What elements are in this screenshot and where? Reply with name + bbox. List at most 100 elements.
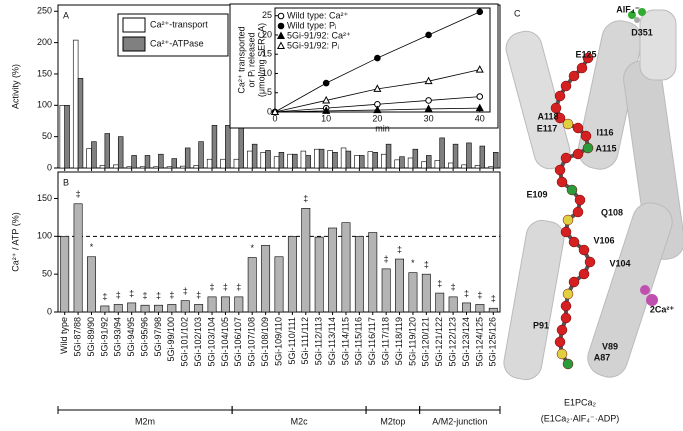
x-tick-label: 0 bbox=[272, 113, 277, 123]
residue-sphere bbox=[566, 184, 578, 196]
residue-sphere bbox=[554, 90, 566, 102]
point bbox=[424, 104, 433, 112]
residue-sphere bbox=[576, 62, 588, 74]
bar bbox=[475, 304, 485, 313]
point bbox=[374, 54, 381, 62]
y-tick-label: 150 bbox=[37, 68, 52, 78]
bar bbox=[305, 155, 311, 169]
bar bbox=[198, 141, 204, 169]
residue-sphere bbox=[572, 206, 584, 218]
y-tick-label: 0 bbox=[47, 306, 52, 316]
bar bbox=[206, 158, 213, 169]
x-tick-label: 30 bbox=[424, 113, 434, 123]
bar bbox=[247, 257, 257, 313]
y-axis-label: (μmol/mg SERCA) bbox=[256, 23, 266, 97]
significance-marker: ‡ bbox=[236, 282, 241, 292]
group-label: M2m bbox=[135, 416, 155, 426]
x-tick-label: 5Gi-116/117 bbox=[367, 317, 377, 365]
residue-label: E109 bbox=[526, 189, 547, 199]
group-label: A/M2-junction bbox=[432, 416, 487, 426]
x-tick-label: 5Gi-123/124 bbox=[461, 317, 471, 367]
x-tick-label: 5Gi-94/95 bbox=[126, 317, 136, 357]
legend-label: Ca²⁺-transport bbox=[150, 19, 208, 29]
x-tick-label: 5Gi-101/102 bbox=[180, 317, 190, 367]
bar bbox=[488, 166, 494, 169]
significance-marker: * bbox=[411, 258, 415, 268]
bar bbox=[87, 256, 96, 313]
significance-marker: ‡ bbox=[477, 290, 482, 300]
significance-marker: * bbox=[90, 242, 94, 252]
bar bbox=[238, 125, 244, 169]
bar bbox=[117, 136, 124, 169]
residue-label: V104 bbox=[609, 258, 630, 268]
bar bbox=[399, 156, 405, 169]
residue-sphere bbox=[554, 164, 566, 176]
bar bbox=[131, 155, 137, 169]
point bbox=[277, 22, 285, 30]
y-tick-label: 50 bbox=[42, 269, 52, 279]
bar bbox=[144, 155, 151, 169]
bar bbox=[251, 143, 258, 169]
bar bbox=[447, 162, 454, 169]
bar bbox=[314, 236, 324, 313]
significance-marker: ‡ bbox=[129, 288, 134, 298]
residue-sphere bbox=[568, 236, 580, 248]
bar bbox=[278, 152, 285, 169]
bar bbox=[265, 150, 271, 169]
bar bbox=[113, 304, 123, 313]
residue-sphere bbox=[560, 312, 572, 324]
bar bbox=[64, 105, 70, 169]
legend-label: Ca²⁺-ATPase bbox=[150, 38, 204, 48]
panel-label: B bbox=[63, 177, 69, 187]
residue-sphere bbox=[582, 52, 594, 64]
point bbox=[373, 84, 382, 92]
point bbox=[424, 76, 433, 85]
residue-sphere bbox=[584, 256, 596, 268]
bar bbox=[274, 256, 284, 313]
residue-label: V89 bbox=[602, 341, 618, 351]
y-tick-label: 20 bbox=[262, 29, 272, 39]
bar bbox=[260, 152, 266, 169]
bar bbox=[412, 148, 419, 169]
residue-label: E117 bbox=[537, 123, 558, 133]
x-tick-label: 5Gi-120/121 bbox=[421, 317, 431, 367]
bar bbox=[421, 161, 427, 169]
bar bbox=[207, 296, 217, 313]
residue-label: AlF₄⁻ bbox=[616, 4, 640, 14]
point bbox=[373, 105, 382, 114]
point bbox=[475, 65, 484, 73]
bar bbox=[180, 300, 190, 313]
bar bbox=[359, 155, 365, 169]
residue-label: D351 bbox=[631, 27, 653, 37]
bar bbox=[407, 157, 414, 169]
significance-marker: ‡ bbox=[464, 288, 469, 298]
bar bbox=[247, 150, 253, 169]
residue-sphere bbox=[562, 214, 574, 226]
structure-background bbox=[503, 0, 683, 395]
bar bbox=[99, 165, 106, 169]
residue-sphere bbox=[578, 268, 590, 280]
x-tick-label: 5Gi-108/109 bbox=[260, 317, 270, 367]
bar bbox=[127, 302, 137, 313]
bar bbox=[86, 148, 92, 169]
y-tick-label: 25 bbox=[262, 10, 272, 20]
bar bbox=[368, 232, 378, 313]
bar bbox=[166, 166, 173, 169]
x-tick-label: 5Gi-99/100 bbox=[166, 317, 176, 362]
bar bbox=[300, 150, 307, 169]
bar bbox=[421, 273, 431, 313]
residue-label: Q108 bbox=[601, 207, 623, 217]
point bbox=[270, 107, 280, 115]
bar bbox=[372, 152, 378, 169]
legend-label: Wild type: Ca²⁺ bbox=[287, 10, 349, 20]
point bbox=[322, 106, 331, 114]
x-tick-label: 5Gi-107/108 bbox=[247, 317, 257, 367]
x-tick-label: 5Gi-97/98 bbox=[153, 317, 163, 357]
residue-sphere bbox=[574, 194, 586, 206]
bar bbox=[479, 145, 486, 169]
point bbox=[476, 93, 484, 100]
bar bbox=[287, 236, 297, 313]
x-tick-label: Wild type bbox=[59, 317, 69, 354]
x-tick-label: 5Gi-109/110 bbox=[273, 317, 283, 366]
